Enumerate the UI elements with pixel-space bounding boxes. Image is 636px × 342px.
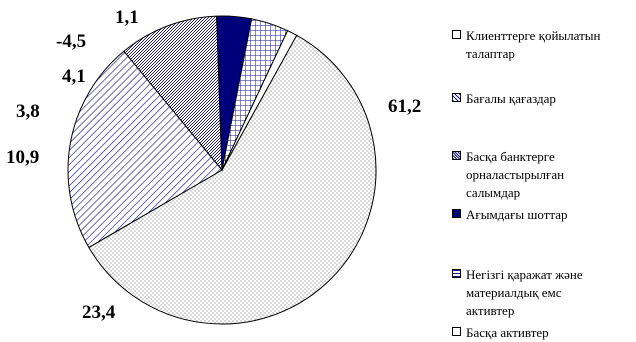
legend-swatch bbox=[452, 30, 461, 39]
label-deposits-other-banks: 10,9 bbox=[6, 147, 39, 168]
slice-client-claims bbox=[88, 34, 377, 325]
label-other-assets: 1,1 bbox=[115, 7, 139, 28]
slice-other-assets bbox=[221, 30, 298, 171]
label-client-claims: 61,2 bbox=[388, 96, 421, 117]
legend-item-deposits-other-banks: Басқа банктерге орналастырылған салымдар bbox=[452, 148, 564, 202]
legend-item-securities: Бағалы қағаздар bbox=[452, 90, 556, 108]
legend-swatch bbox=[452, 151, 461, 160]
legend-swatch bbox=[452, 209, 461, 218]
legend-label: Басқа банктерге орналастырылған салымдар bbox=[466, 149, 565, 200]
legend: Клиенттерге қойылатын талаптар Бағалы қағ… bbox=[452, 0, 636, 341]
slice-securities bbox=[67, 50, 223, 249]
label-extra-value: -4,5 bbox=[56, 31, 86, 52]
legend-label: Негізгі қаражат және материалдық емс акт… bbox=[466, 267, 583, 318]
slice-deposits-other-banks bbox=[123, 15, 223, 172]
legend-item-other-assets: Басқа активтер bbox=[452, 324, 549, 342]
legend-label: Басқа активтер bbox=[466, 325, 549, 340]
legend-item-client-claims: Клиенттерге қойылатын талаптар bbox=[452, 27, 600, 63]
label-current-accounts: 3,8 bbox=[16, 101, 40, 122]
pie-chart: 61,2 23,4 10,9 3,8 4,1 1,1 -4,5 bbox=[6, 7, 421, 325]
legend-label: Клиенттерге қойылатын талаптар bbox=[466, 28, 601, 61]
legend-label: Бағалы қағаздар bbox=[466, 91, 556, 106]
legend-item-fixed-assets: Негізгі қаражат және материалдық емс акт… bbox=[452, 266, 583, 320]
label-fixed-assets: 4,1 bbox=[62, 66, 86, 87]
legend-item-current-accounts: Ағымдағы шоттар bbox=[452, 206, 568, 224]
legend-label: Ағымдағы шоттар bbox=[466, 207, 568, 222]
legend-swatch bbox=[452, 327, 461, 336]
label-securities: 23,4 bbox=[82, 302, 116, 323]
legend-swatch bbox=[452, 269, 461, 278]
legend-swatch bbox=[452, 93, 461, 102]
